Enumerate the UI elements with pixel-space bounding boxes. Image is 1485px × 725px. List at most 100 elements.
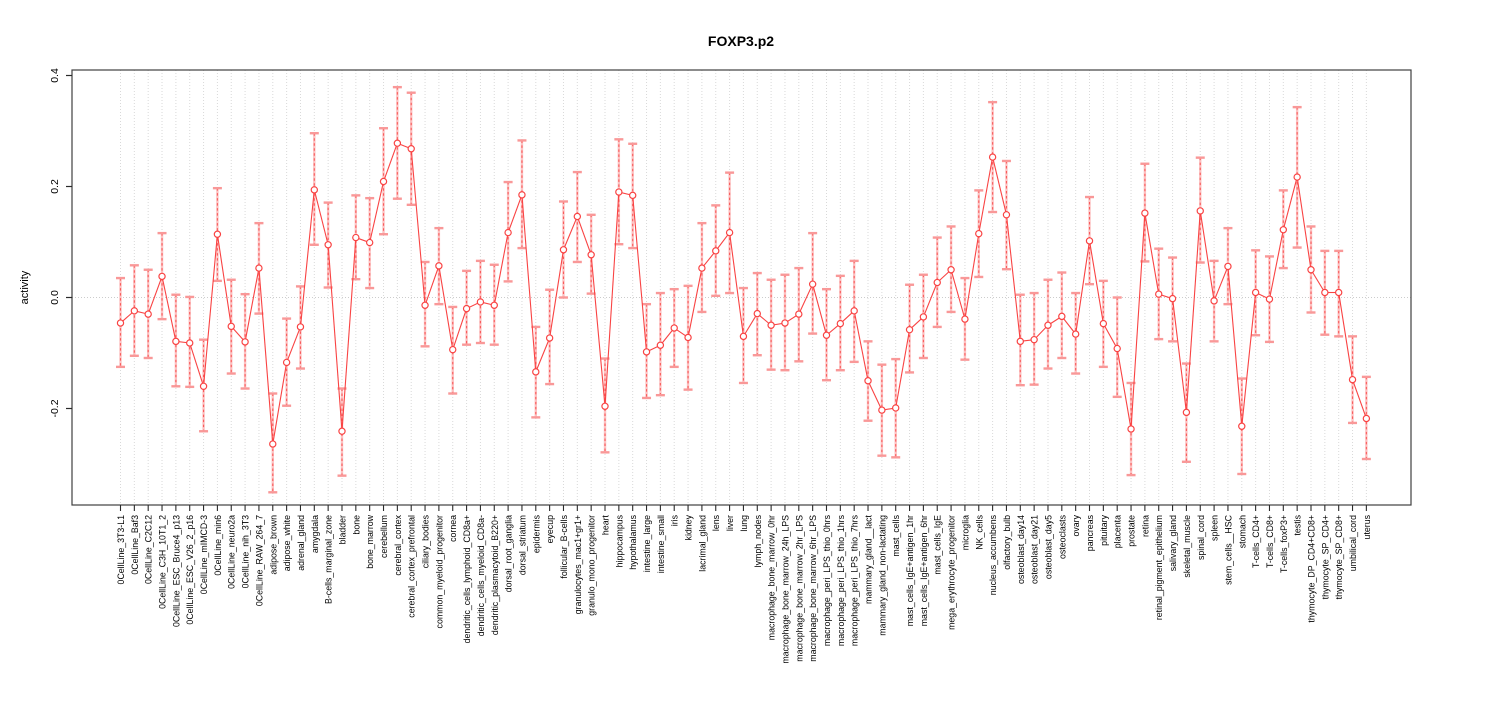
x-category-label: testis: [1293, 514, 1303, 535]
x-category-label: mast_cells: [891, 514, 901, 556]
data-point: [961, 315, 969, 323]
x-category-label: 0CellLine_C3H_10T1_2: [158, 515, 168, 609]
data-point: [324, 241, 332, 249]
series-segment: [687, 267, 703, 338]
series-segment: [1296, 176, 1312, 270]
y-tick-label: -0.2: [49, 399, 61, 417]
x-category-label: uterus: [1362, 514, 1372, 539]
x-category-label: eyecup: [545, 515, 555, 543]
series-segment: [715, 232, 731, 252]
x-category-label: mast_cells_IgE+antigen_1hr: [905, 515, 915, 626]
series-segment: [1116, 348, 1132, 430]
series-segment: [1088, 240, 1104, 324]
x-category-label: thymocyte_DP_CD4+CD8+: [1306, 515, 1316, 623]
series-segment: [853, 310, 869, 381]
data-point: [559, 246, 568, 254]
data-point: [1238, 422, 1246, 430]
data-point: [282, 358, 291, 367]
data-point: [656, 341, 665, 349]
series-segment: [313, 189, 329, 245]
series-segment: [742, 313, 758, 337]
data-point: [1044, 321, 1052, 329]
x-category-label: intestine_large: [642, 515, 652, 572]
data-point: [670, 324, 678, 332]
series-segment: [244, 267, 260, 343]
data-point: [642, 348, 651, 356]
series-segment: [1213, 266, 1229, 302]
x-category-label: adipose_brown: [268, 515, 278, 575]
data-point: [1058, 312, 1066, 321]
data-point: [1251, 288, 1260, 297]
series-segment: [369, 181, 385, 243]
x-category-label: dendritic_cells_myeloid_CD8a-: [476, 515, 486, 636]
x-category-label: olfactory_bulb: [1002, 515, 1012, 570]
x-category-label: pancreas: [1085, 514, 1095, 551]
data-point: [158, 272, 166, 281]
x-category-label: salivary_gland: [1168, 515, 1178, 571]
data-point: [1362, 414, 1371, 423]
x-category-label: 0CellLine_Baf3: [130, 515, 140, 575]
x-category-label: bone: [351, 515, 361, 535]
data-point: [532, 368, 540, 376]
data-point: [878, 406, 886, 414]
series-segment: [1005, 214, 1021, 342]
data-point: [199, 382, 208, 390]
data-point: [1141, 209, 1149, 217]
series-segment: [203, 234, 218, 387]
x-category-label: hypothalamus: [628, 514, 638, 569]
series-segment: [341, 237, 357, 432]
series-segment: [147, 276, 163, 315]
data-point: [1334, 288, 1343, 297]
x-category-label: osteoblast_day14: [1016, 515, 1026, 584]
x-category-label: macrophage_bone_marrow_24h_LPS: [780, 515, 790, 664]
x-category-label: 0CellLine_ESC_V26_2_p16: [185, 515, 195, 625]
series-segment: [576, 216, 592, 255]
data-point: [1030, 335, 1038, 344]
data-point: [435, 262, 443, 270]
series-segment: [1338, 292, 1354, 380]
data-point: [795, 310, 803, 318]
series-segment: [549, 249, 565, 339]
series-segment: [1172, 298, 1187, 413]
plot-box: [71, 69, 1412, 506]
data-point: [255, 264, 263, 272]
data-point: [739, 332, 748, 341]
x-category-label: iris: [670, 514, 680, 526]
x-category-label: amygdala: [310, 515, 320, 553]
series-segment: [535, 337, 551, 373]
x-category-label: dendritic_cells_lymphoid_CD8a+: [462, 515, 472, 643]
data-point: [1293, 173, 1301, 181]
data-point: [1196, 207, 1204, 215]
series-segment: [286, 326, 301, 363]
x-category-label: osteoblast_day21: [1030, 515, 1040, 584]
data-point: [628, 191, 637, 200]
x-category-label: 0CellLine_3T3-L1: [116, 515, 126, 585]
series-segment: [1268, 229, 1284, 300]
x-category-label: osteoblast_day5: [1043, 515, 1053, 579]
x-category-label: macrophage_peri_LPS_thio_0hrs: [822, 514, 832, 646]
series-segment: [1185, 210, 1201, 413]
data-point: [186, 339, 194, 347]
x-category-label: 0CellLine_mIMCD-3: [199, 515, 209, 594]
data-point: [1002, 211, 1011, 219]
data-point: [712, 247, 720, 255]
series-segment: [161, 276, 177, 342]
data-point: [684, 333, 692, 342]
series-segment: [1282, 176, 1298, 230]
x-category-label: nucleus_accumbens: [988, 514, 998, 595]
series-segment: [604, 192, 620, 407]
x-category-label: macrophage_bone_marrow_2hr_LPS: [794, 515, 804, 662]
x-category-label: cerebral_cortex_prefrontal: [407, 515, 417, 618]
x-category-label: placenta: [1113, 515, 1123, 548]
data-point: [1155, 290, 1163, 298]
series-segment: [521, 194, 537, 372]
x-category-label: intestine_small: [656, 515, 666, 573]
series-segment: [590, 254, 606, 407]
data-point: [1168, 294, 1177, 303]
series-segment: [327, 244, 343, 432]
x-category-label: NK_cells: [974, 514, 984, 549]
data-point: [1113, 344, 1121, 353]
data-point: [1182, 408, 1191, 417]
x-category-label: ovary: [1071, 514, 1081, 536]
x-category-label: retina: [1140, 515, 1150, 537]
